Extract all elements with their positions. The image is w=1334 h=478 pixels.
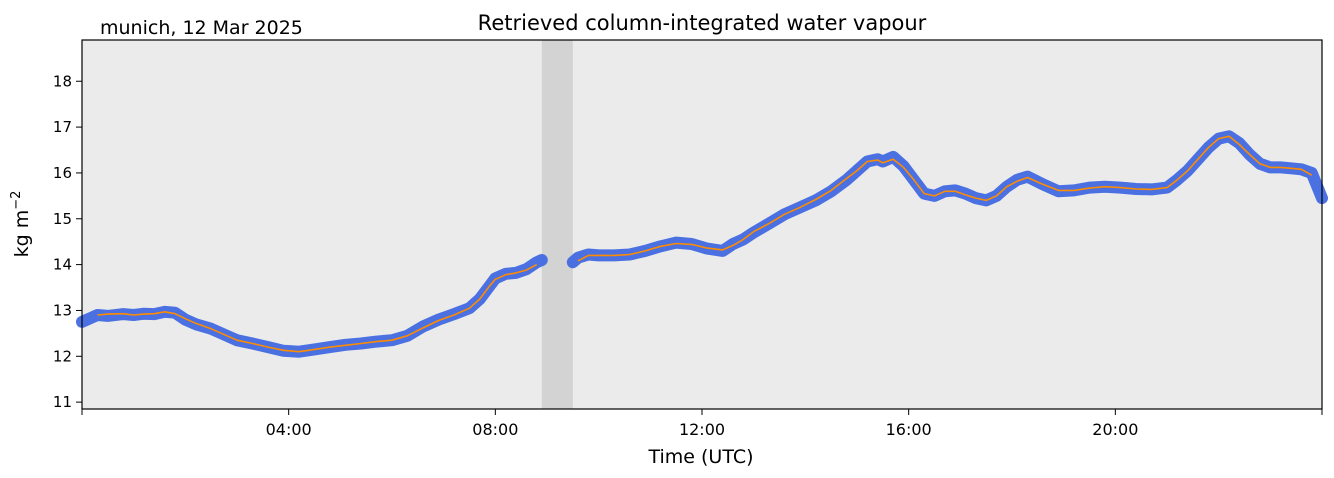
- smoothed-series-line-1: [577, 135, 1313, 262]
- y-tick-label: 17: [53, 118, 72, 136]
- y-tick-label: 15: [53, 210, 72, 228]
- location-date-label: munich, 12 Mar 2025: [100, 17, 303, 39]
- x-tick-label: 16:00: [886, 420, 932, 439]
- x-tick-label: 08:00: [472, 420, 518, 439]
- x-axis-ticks: 04:00 08:00 12:00 16:00 20:00: [81, 409, 1323, 439]
- y-tick-label: 13: [53, 301, 72, 319]
- y-axis-label-exponent: −2: [9, 191, 24, 210]
- x-tick-label: 20:00: [1092, 420, 1138, 439]
- x-tick-label: 04:00: [266, 420, 312, 439]
- y-axis-ticks: 11 12 13 14 15 16 17 18: [53, 72, 82, 411]
- x-tick-label: 12:00: [679, 420, 725, 439]
- y-tick-label: 11: [53, 393, 72, 411]
- data-gap-band: [541, 40, 573, 409]
- smoothed-series: [97, 135, 1313, 353]
- y-tick-label: 18: [53, 72, 72, 90]
- y-axis-label: kg m−2: [9, 191, 33, 258]
- plot-background: [82, 40, 1322, 409]
- smoothed-series-line-0: [97, 263, 538, 353]
- y-tick-label: 16: [53, 164, 72, 182]
- y-tick-label: 12: [53, 347, 72, 365]
- y-tick-label: 14: [53, 256, 72, 274]
- chart-title: Retrieved column-integrated water vapour: [478, 11, 927, 35]
- x-axis-label: Time (UTC): [647, 446, 753, 468]
